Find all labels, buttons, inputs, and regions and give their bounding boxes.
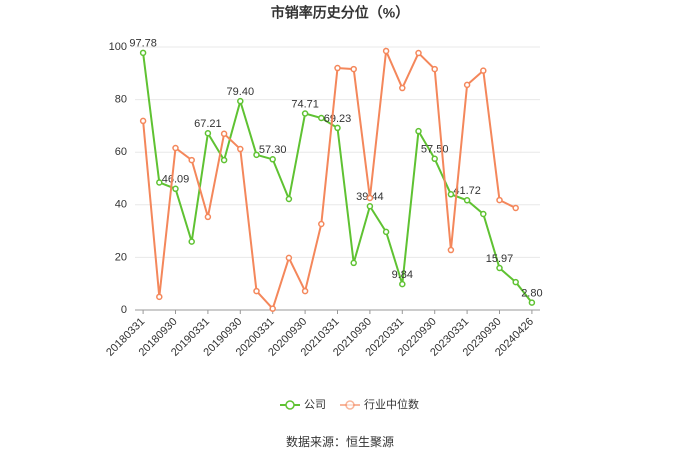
data-point — [204, 213, 212, 221]
data-point — [334, 64, 341, 72]
data-point — [512, 204, 519, 212]
data-point — [301, 287, 309, 295]
data-point — [204, 129, 212, 137]
data-label: 57.50 — [421, 144, 449, 156]
data-point — [399, 84, 406, 92]
data-label: 15.97 — [486, 253, 514, 265]
data-point — [463, 197, 471, 204]
series-line — [142, 52, 533, 304]
data-point — [415, 49, 422, 57]
data-point — [399, 280, 406, 288]
data-label: 57.30 — [259, 144, 287, 156]
y-tick-label: 80 — [115, 94, 127, 106]
legend-label: 公司 — [304, 399, 326, 411]
data-point — [269, 156, 276, 163]
data-label: 46.09 — [162, 174, 190, 186]
data-point — [318, 220, 325, 228]
data-point — [172, 144, 179, 152]
data-point — [431, 65, 438, 73]
data-label: 67.21 — [194, 118, 222, 130]
data-point — [496, 264, 503, 272]
data-point — [415, 127, 422, 135]
data-point — [188, 238, 195, 245]
data-label: 2.80 — [521, 288, 542, 300]
data-point — [463, 81, 471, 89]
source-note: 数据来源：恒生聚源 — [286, 434, 394, 449]
data-point — [139, 117, 147, 125]
data-point — [447, 191, 455, 198]
data-label: 41.72 — [453, 185, 481, 197]
y-tick-label: 0 — [121, 304, 127, 316]
data-point — [301, 110, 309, 117]
y-tick-label: 100 — [109, 41, 127, 53]
data-label: 69.23 — [324, 113, 352, 125]
data-point — [285, 195, 293, 203]
data-point — [269, 305, 276, 312]
legend-marker — [285, 400, 295, 410]
data-point — [480, 67, 487, 74]
data-point — [512, 278, 519, 286]
data-point — [237, 145, 244, 153]
data-point — [366, 194, 374, 202]
data-point — [220, 156, 228, 164]
data-point — [431, 155, 438, 163]
chart-title: 市销率历史分位（%） — [271, 5, 409, 21]
y-tick-label: 40 — [115, 199, 127, 211]
data-point — [496, 196, 503, 204]
data-point — [220, 130, 228, 138]
data-point — [285, 254, 293, 262]
data-point — [480, 210, 487, 218]
data-point — [318, 114, 325, 122]
legend-marker — [345, 400, 355, 410]
data-point — [156, 179, 163, 186]
data-label: 97.78 — [129, 38, 157, 50]
data-point — [172, 185, 179, 193]
data-point — [253, 151, 260, 159]
data-point — [156, 293, 163, 301]
y-tick-label: 60 — [115, 146, 127, 158]
data-point — [528, 299, 536, 306]
data-point — [188, 156, 195, 164]
y-tick-label: 20 — [115, 251, 127, 263]
data-point — [253, 287, 260, 295]
data-label: 74.71 — [291, 98, 319, 110]
data-point — [237, 97, 244, 105]
data-point — [350, 259, 357, 267]
data-point — [350, 65, 357, 73]
data-point — [382, 47, 390, 55]
data-point — [139, 49, 147, 57]
data-label: 9.84 — [392, 269, 413, 281]
series-line — [142, 47, 517, 311]
data-label: 79.40 — [227, 86, 255, 98]
data-point — [366, 203, 374, 210]
data-point — [382, 228, 390, 236]
legend-label: 行业中位数 — [364, 397, 419, 411]
data-point — [447, 246, 455, 254]
data-point — [334, 124, 341, 132]
